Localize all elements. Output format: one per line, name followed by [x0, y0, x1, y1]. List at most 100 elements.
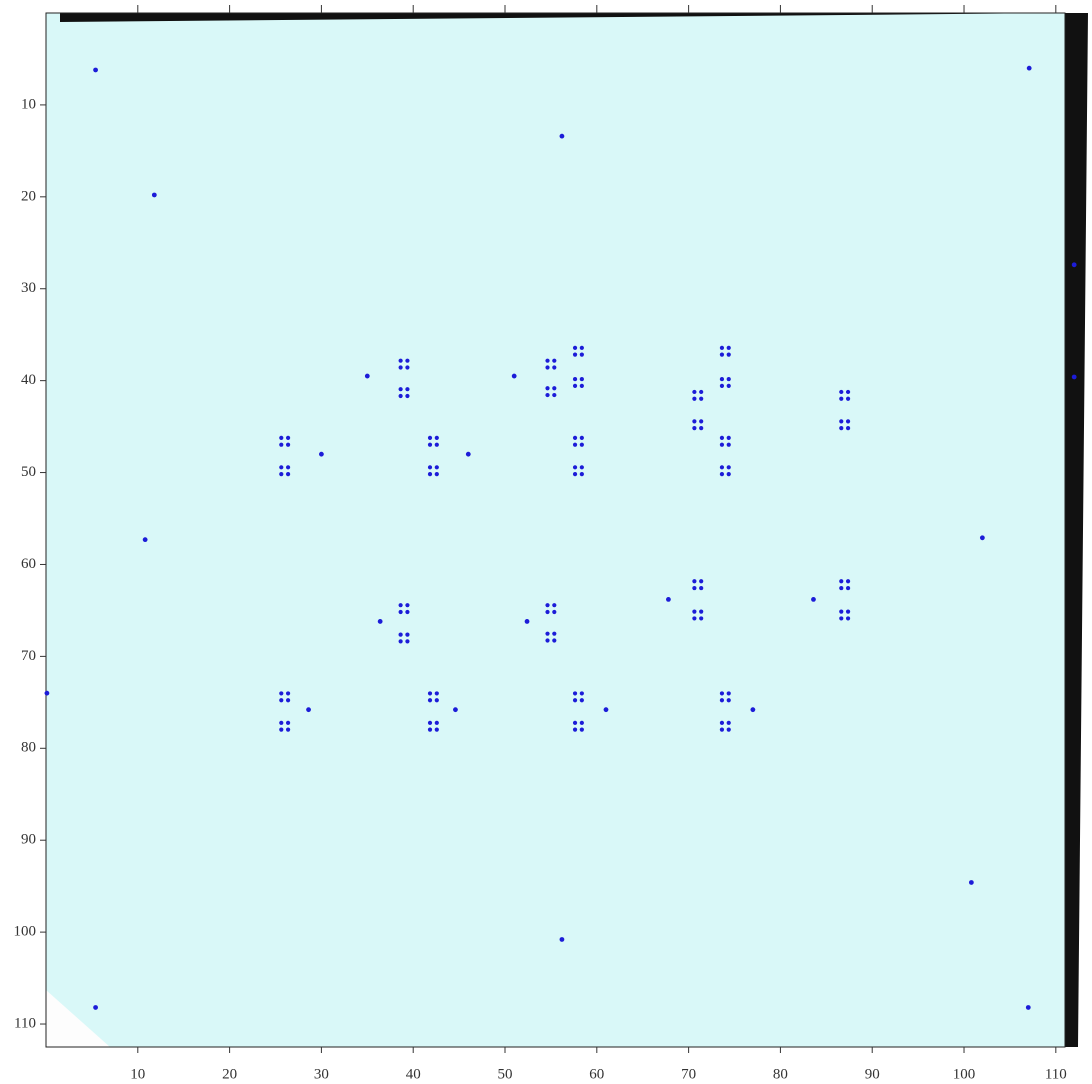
cluster-dot — [580, 465, 584, 469]
dot — [560, 134, 565, 139]
dot — [152, 193, 157, 198]
x-tick-label: 70 — [681, 1066, 696, 1082]
cluster-dot — [727, 436, 731, 440]
x-tick-label: 40 — [406, 1066, 421, 1082]
cluster-dot — [839, 397, 843, 401]
cluster-dot — [720, 436, 724, 440]
dot — [1027, 66, 1032, 71]
cluster-dot — [405, 365, 409, 369]
cluster-dot — [435, 472, 439, 476]
cluster-dot — [692, 610, 696, 614]
cluster-dot — [428, 472, 432, 476]
dot — [466, 452, 471, 457]
cluster-dot — [405, 359, 409, 363]
dot — [365, 374, 370, 379]
cluster-dot — [435, 728, 439, 732]
cluster-dot — [428, 721, 432, 725]
dot — [980, 535, 985, 540]
cluster-dot — [399, 365, 403, 369]
cluster-dot — [399, 632, 403, 636]
cluster-dot — [720, 721, 724, 725]
cluster-dot — [727, 728, 731, 732]
cluster-dot — [552, 638, 556, 642]
dot — [378, 619, 383, 624]
cluster-dot — [699, 419, 703, 423]
cluster-dot — [545, 632, 549, 636]
cluster-dot — [839, 419, 843, 423]
cluster-dot — [545, 393, 549, 397]
cluster-dot — [727, 465, 731, 469]
cluster-dot — [580, 698, 584, 702]
cluster-dot — [839, 616, 843, 620]
dot — [1026, 1005, 1031, 1010]
cluster-dot — [727, 691, 731, 695]
dot — [1072, 375, 1077, 380]
cluster-dot — [580, 436, 584, 440]
dot — [750, 707, 755, 712]
cluster-dot — [720, 443, 724, 447]
cluster-dot — [580, 472, 584, 476]
y-tick-label: 80 — [21, 740, 36, 756]
cluster-dot — [573, 465, 577, 469]
cluster-dot — [552, 632, 556, 636]
dot — [306, 707, 311, 712]
cluster-dot — [399, 603, 403, 607]
cluster-dot — [279, 443, 283, 447]
cluster-dot — [727, 721, 731, 725]
cluster-dot — [699, 586, 703, 590]
cluster-dot — [405, 632, 409, 636]
cluster-dot — [435, 465, 439, 469]
cluster-dot — [573, 377, 577, 381]
cluster-dot — [580, 346, 584, 350]
cluster-dot — [846, 390, 850, 394]
cluster-dot — [580, 728, 584, 732]
cluster-dot — [580, 721, 584, 725]
y-tick-label: 70 — [21, 648, 36, 664]
y-tick-label: 40 — [21, 372, 36, 388]
cluster-dot — [286, 443, 290, 447]
cluster-dot — [428, 728, 432, 732]
cluster-dot — [846, 579, 850, 583]
x-tick-label: 100 — [953, 1066, 976, 1082]
cluster-dot — [839, 579, 843, 583]
cluster-dot — [720, 691, 724, 695]
dot — [45, 691, 50, 696]
cluster-dot — [699, 616, 703, 620]
cluster-dot — [552, 386, 556, 390]
cluster-dot — [692, 586, 696, 590]
cluster-dot — [727, 443, 731, 447]
cluster-dot — [435, 436, 439, 440]
x-tick-label: 80 — [773, 1066, 788, 1082]
y-tick-label: 90 — [21, 832, 36, 848]
cluster-dot — [720, 728, 724, 732]
dot — [93, 68, 98, 73]
y-tick-label: 60 — [21, 556, 36, 572]
cluster-dot — [399, 387, 403, 391]
cluster-dot — [279, 698, 283, 702]
cluster-dot — [580, 443, 584, 447]
cluster-dot — [286, 728, 290, 732]
cluster-dot — [580, 691, 584, 695]
cluster-dot — [573, 443, 577, 447]
cluster-dot — [727, 472, 731, 476]
dot — [969, 880, 974, 885]
cluster-dot — [692, 426, 696, 430]
dot — [93, 1005, 98, 1010]
cluster-dot — [428, 436, 432, 440]
cluster-dot — [552, 610, 556, 614]
y-tick-label: 30 — [21, 280, 36, 296]
cluster-dot — [727, 377, 731, 381]
cluster-dot — [727, 698, 731, 702]
cluster-dot — [399, 394, 403, 398]
cluster-dot — [286, 436, 290, 440]
plot-area — [46, 13, 1065, 1047]
cluster-dot — [573, 384, 577, 388]
cluster-dot — [839, 586, 843, 590]
cluster-dot — [552, 393, 556, 397]
cluster-dot — [720, 698, 724, 702]
dot — [512, 374, 517, 379]
cluster-dot — [279, 728, 283, 732]
cluster-dot — [573, 728, 577, 732]
cluster-dot — [846, 616, 850, 620]
cluster-dot — [545, 638, 549, 642]
